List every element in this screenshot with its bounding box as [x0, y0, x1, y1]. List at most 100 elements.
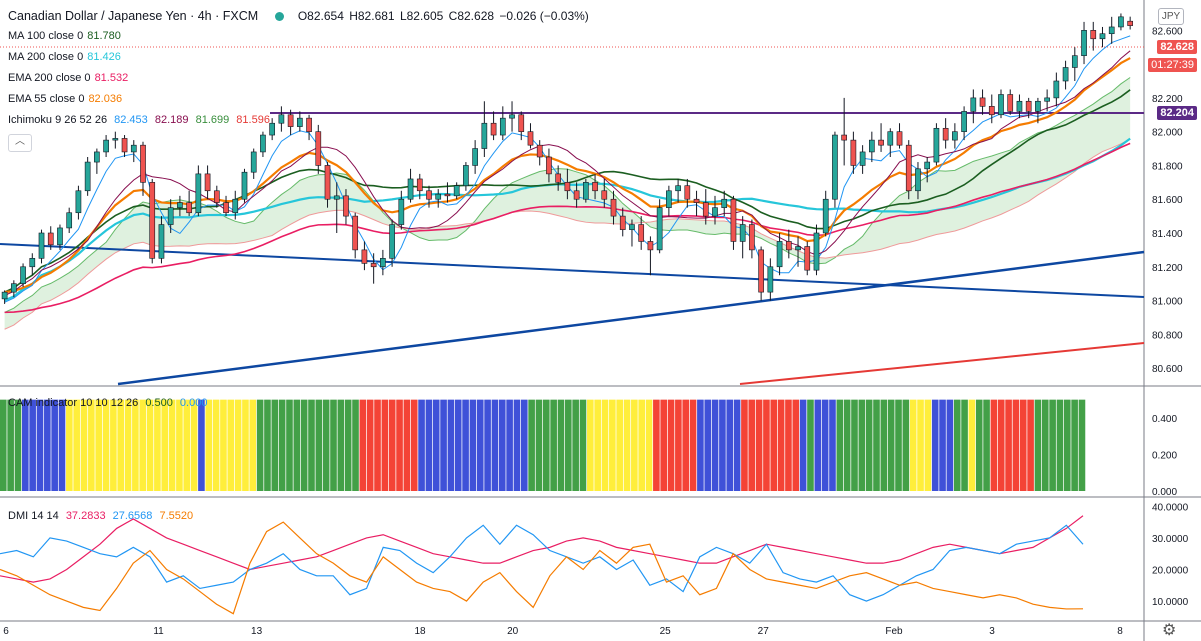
- cam-bar: [983, 399, 990, 491]
- candle-body: [555, 173, 561, 183]
- cam-bar: [777, 399, 785, 491]
- candle-body: [333, 195, 340, 200]
- legend-ma200[interactable]: MA 200 close 0 81.426: [8, 50, 121, 64]
- cam-bar: [308, 399, 315, 491]
- candle-body: [444, 193, 451, 197]
- price-tick-label: 82.200: [1152, 94, 1183, 105]
- cam-bar: [792, 399, 800, 491]
- candle-body: [924, 161, 931, 170]
- cam-bar: [73, 399, 80, 491]
- price-tick-label: 81.400: [1152, 229, 1183, 240]
- cam-bar: [1005, 399, 1012, 491]
- candle-body: [278, 114, 285, 124]
- cam-bar: [432, 399, 440, 491]
- candle-body: [638, 224, 645, 242]
- legend-ema55[interactable]: EMA 55 close 0 82.036: [8, 92, 122, 106]
- low-value: L82.605: [399, 9, 444, 23]
- ichimoku-base-line: [4, 50, 1131, 296]
- cam-bar: [1034, 399, 1042, 491]
- candle-body: [232, 198, 239, 214]
- legend-ichimoku[interactable]: Ichimoku 9 26 52 26 82.453 82.189 81.699…: [8, 113, 270, 127]
- cam-bar: [381, 399, 389, 491]
- change-value: −0.026 (−0.03%): [499, 9, 589, 23]
- cam-bar: [543, 399, 550, 491]
- ema200-line: [4, 142, 1131, 314]
- cam-bar: [528, 399, 535, 491]
- cam-bar: [520, 399, 528, 491]
- legend-cam[interactable]: CAM indicator 10 10 12 26 0.500 0.000: [8, 396, 207, 410]
- cam-bar: [498, 399, 506, 491]
- cam-bar: [653, 399, 660, 491]
- cam-bar: [865, 399, 873, 491]
- candle-body: [979, 97, 986, 107]
- cam-bar: [645, 399, 653, 491]
- candle-body: [47, 232, 54, 246]
- legend-value: 82.453: [114, 114, 148, 126]
- cam-bar: [359, 399, 367, 491]
- cam-bar: [821, 399, 829, 491]
- cam-bar: [675, 399, 682, 491]
- candle-body: [656, 207, 663, 251]
- candle-body: [343, 195, 349, 217]
- legend-value: 0.000: [179, 397, 208, 409]
- market-status-icon: [275, 12, 285, 21]
- cam-bar: [1071, 399, 1078, 491]
- legend-value: 81.596: [236, 114, 270, 126]
- cam-bar: [418, 399, 425, 491]
- cam-bar: [0, 399, 7, 491]
- candle-body: [749, 224, 755, 251]
- cam-bar: [403, 399, 411, 491]
- collapse-legend-button[interactable]: ︿: [8, 134, 32, 152]
- candle-body: [758, 249, 764, 293]
- cam-bar: [462, 399, 469, 491]
- cam-bar: [139, 399, 147, 491]
- cam-bar: [344, 399, 352, 491]
- candle-body: [94, 151, 100, 163]
- cam-bar: [1049, 399, 1056, 491]
- legend-ma100[interactable]: MA 100 close 0 81.780: [8, 29, 121, 43]
- time-tick-label: 8: [1117, 626, 1123, 637]
- currency-button[interactable]: JPY: [1158, 8, 1184, 25]
- candle-body: [1127, 20, 1133, 26]
- candle-body: [103, 139, 109, 153]
- settings-gear-icon[interactable]: ⚙: [1162, 622, 1177, 639]
- candle-body: [1081, 30, 1087, 56]
- candle-body: [1053, 80, 1060, 99]
- cam-bar: [550, 399, 557, 491]
- candle-body: [389, 224, 395, 259]
- candle-body: [11, 283, 17, 293]
- cam-bar: [807, 399, 814, 491]
- cam-tick-label: 0.200: [1152, 450, 1177, 461]
- ichimoku-cloud: [4, 77, 1131, 330]
- cam-bar: [631, 399, 638, 491]
- cam-bar: [161, 399, 169, 491]
- legend-ema200[interactable]: EMA 200 close 0 81.532: [8, 71, 128, 85]
- cam-bar: [961, 399, 968, 491]
- cam-bar: [484, 399, 491, 491]
- candle-body: [490, 122, 497, 136]
- candle-body: [1062, 67, 1069, 82]
- cam-bar: [102, 399, 110, 491]
- cam-bar: [917, 399, 924, 491]
- cam-bar: [601, 399, 609, 491]
- cam-bar: [557, 399, 565, 491]
- cam-bar: [733, 399, 741, 491]
- candle-body: [380, 258, 386, 268]
- price-tick-label: 82.600: [1152, 26, 1183, 37]
- candle-body: [905, 144, 912, 192]
- candle-body: [546, 156, 552, 175]
- cam-bar: [726, 399, 734, 491]
- cam-bar: [124, 399, 132, 491]
- cam-bar: [975, 399, 983, 491]
- candle-body: [942, 127, 949, 141]
- candle-body: [112, 138, 119, 141]
- candle-body: [998, 94, 1004, 116]
- candle-body: [1, 291, 8, 300]
- cam-bar: [212, 399, 220, 491]
- legend-value: 27.6568: [112, 510, 153, 522]
- legend-dmi[interactable]: DMI 14 14 37.2833 27.6568 7.5520: [8, 509, 193, 523]
- candle-body: [850, 139, 857, 166]
- cam-bar: [931, 399, 939, 491]
- cam-tick-label: 0.000: [1152, 487, 1177, 498]
